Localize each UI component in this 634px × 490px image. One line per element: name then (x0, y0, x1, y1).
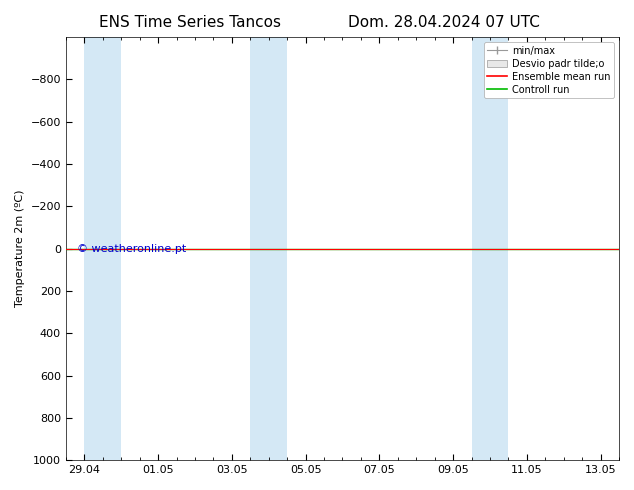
Text: Dom. 28.04.2024 07 UTC: Dom. 28.04.2024 07 UTC (348, 15, 540, 30)
Legend: min/max, Desvio padr tilde;o, Ensemble mean run, Controll run: min/max, Desvio padr tilde;o, Ensemble m… (484, 42, 614, 98)
Bar (84, 37, 121, 460)
Bar (250, 37, 287, 460)
Bar (472, 37, 508, 460)
Y-axis label: Temperature 2m (ºC): Temperature 2m (ºC) (15, 190, 25, 307)
Text: ENS Time Series Tancos: ENS Time Series Tancos (99, 15, 281, 30)
Text: © weatheronline.pt: © weatheronline.pt (77, 244, 186, 254)
